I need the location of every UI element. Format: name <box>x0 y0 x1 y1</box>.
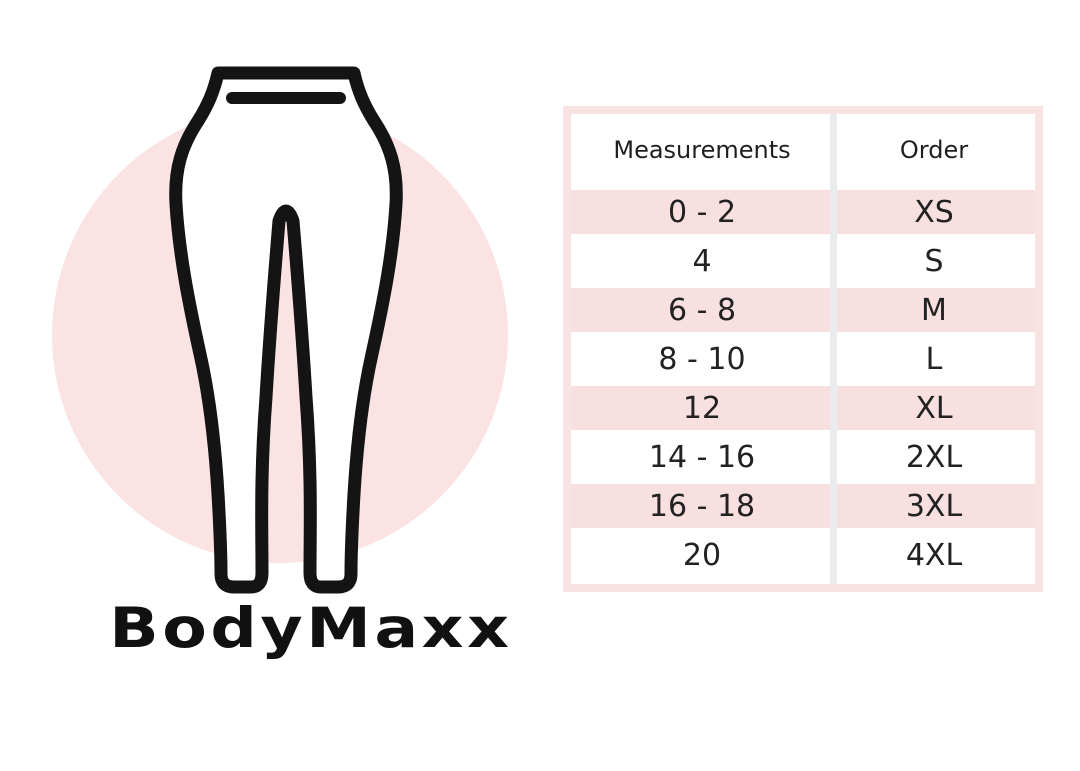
measurement-cell: 16 - 18 <box>648 488 756 524</box>
order-cell: S <box>924 243 944 279</box>
table-row: 20 4XL <box>571 533 1035 577</box>
table-row: 4 S <box>571 239 1035 283</box>
brand-logo: BodyMaxx <box>36 596 586 660</box>
measurement-cell: 14 - 16 <box>648 439 756 475</box>
size-chart-table-inner: Measurements Order 0 - 2 XS 4 S 6 - 8 M … <box>571 114 1035 584</box>
table-row: 8 - 10 L <box>571 337 1035 381</box>
table-row: 14 - 16 2XL <box>571 435 1035 479</box>
order-cell: XS <box>914 194 954 230</box>
measurement-cell: 0 - 2 <box>667 194 737 230</box>
table-row: 6 - 8 M <box>571 288 1035 332</box>
order-cell: 4XL <box>905 537 963 573</box>
measurement-cell: 20 <box>682 537 722 573</box>
order-cell: L <box>925 341 943 377</box>
table-row: 12 XL <box>571 386 1035 430</box>
brand-logo-text: BodyMaxx <box>109 596 513 660</box>
table-header-row: Measurements Order <box>571 114 1035 185</box>
column-divider <box>830 114 837 584</box>
order-cell: XL <box>915 390 953 426</box>
measurement-cell: 8 - 10 <box>658 341 746 377</box>
order-cell: M <box>921 292 947 328</box>
leggings-icon <box>169 66 403 594</box>
measurement-cell: 6 - 8 <box>667 292 737 328</box>
table-row: 0 - 2 XS <box>571 190 1035 234</box>
measurement-cell: 12 <box>682 390 722 426</box>
header-order: Order <box>899 135 969 164</box>
order-cell: 2XL <box>905 439 963 475</box>
table-row: 16 - 18 3XL <box>571 484 1035 528</box>
order-cell: 3XL <box>905 488 963 524</box>
size-chart-table: Measurements Order 0 - 2 XS 4 S 6 - 8 M … <box>563 106 1043 592</box>
header-measurements: Measurements <box>613 135 791 164</box>
measurement-cell: 4 <box>692 243 712 279</box>
